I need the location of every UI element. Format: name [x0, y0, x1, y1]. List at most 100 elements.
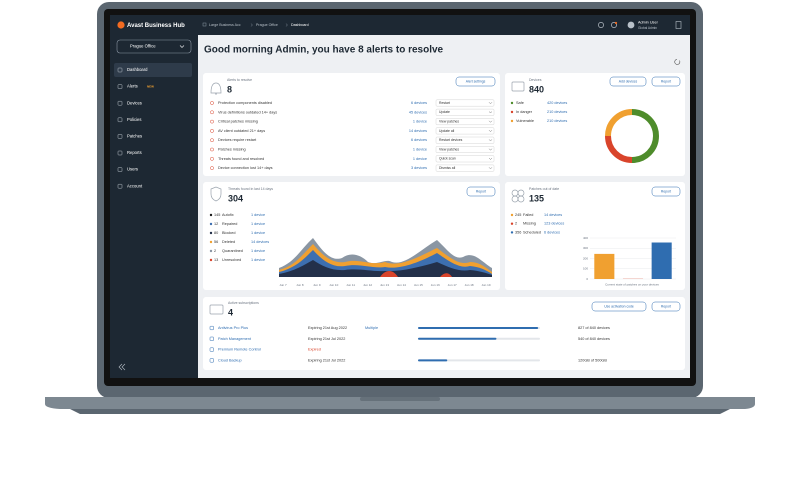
avatar[interactable] [627, 21, 635, 29]
settings-icon[interactable] [598, 22, 604, 28]
breadcrumb[interactable]: Prague Office [256, 23, 278, 27]
legend-link[interactable]: 14 devices [251, 240, 269, 244]
report-button[interactable] [651, 186, 681, 197]
alerts-count: 8 [227, 84, 232, 94]
site-selector[interactable] [116, 39, 192, 54]
add-devices-button[interactable] [609, 76, 647, 87]
nav-icon [117, 134, 123, 139]
alert-icon [210, 147, 214, 152]
legend-name: Safe [516, 101, 524, 105]
laptop-base [45, 397, 755, 409]
subscriptions-card [203, 297, 685, 370]
report-button[interactable] [651, 301, 681, 312]
action-label: Quick scan [439, 157, 456, 161]
nav-icon [117, 167, 123, 172]
alert-devices[interactable]: 1 device [413, 157, 427, 161]
breadcrumb-separator [285, 23, 288, 27]
y-tick-label: 200 [583, 256, 588, 260]
legend-count[interactable]: 210 devices [547, 119, 567, 123]
product-icon [209, 336, 214, 341]
nav-item[interactable]: Devices [127, 100, 142, 105]
action-dropdown[interactable] [435, 108, 495, 116]
alert-devices[interactable]: 1 device [413, 120, 427, 124]
legend-dot [510, 110, 514, 114]
action-dropdown[interactable] [435, 155, 495, 163]
shield-icon [210, 186, 222, 202]
legend-count: 80 [214, 231, 218, 235]
legend-dot [209, 213, 213, 217]
action-label: View patches [439, 119, 459, 123]
product-name[interactable]: Patch Management [218, 337, 252, 341]
alert-devices[interactable]: 45 devices [409, 110, 427, 114]
action-dropdown[interactable] [435, 164, 495, 172]
button-label: Report [661, 79, 671, 83]
nav-item[interactable]: Users [127, 167, 138, 172]
legend-count[interactable]: 210 devices [547, 110, 567, 114]
legend-name: Deleted [222, 240, 235, 244]
legend-name: Autofix [222, 213, 234, 217]
nav-icon [117, 100, 123, 106]
usage-bar [418, 337, 497, 340]
legend-link[interactable]: 6 devices [544, 230, 560, 234]
expiry-extra[interactable]: Multiple [365, 326, 378, 330]
nav-item[interactable]: Dashboard [127, 67, 148, 72]
report-button[interactable] [651, 76, 681, 87]
legend-name: Vulnerable [516, 119, 534, 123]
legend-dot [510, 222, 514, 225]
action-dropdown[interactable] [435, 146, 495, 153]
collapse-icon[interactable] [118, 363, 126, 371]
product-name[interactable]: Antivirus Pro Plus [218, 326, 248, 330]
activation-code-button[interactable] [591, 301, 647, 312]
product-name[interactable]: Premium Remote Control [218, 348, 261, 352]
y-tick-label: 300 [583, 246, 588, 250]
alert-devices[interactable]: 6 devices [411, 138, 427, 142]
legend-dot [209, 222, 213, 226]
legend-count: 56 [214, 240, 218, 244]
nav-item[interactable]: Policies [127, 117, 141, 122]
notifications-icon[interactable] [611, 22, 617, 28]
legend-link[interactable]: 1 device [251, 258, 265, 262]
chevron [488, 129, 493, 132]
sidebar [110, 35, 198, 378]
alert-icon [210, 166, 214, 170]
action-dropdown[interactable] [435, 99, 495, 107]
legend-dot [510, 213, 514, 217]
alert-name: AV client outdated 21+ days [218, 129, 265, 133]
action-dropdown[interactable] [435, 118, 495, 126]
donut-segment [631, 109, 659, 163]
alert-settings-button[interactable] [455, 76, 496, 87]
legend-link[interactable]: 14 devices [544, 213, 562, 217]
nav-item[interactable]: Account [127, 183, 143, 188]
nav-item[interactable]: Alerts [127, 84, 138, 89]
report-button[interactable] [466, 186, 496, 197]
devices-count: 840 [529, 84, 544, 94]
legend-link[interactable]: 1 device [251, 213, 265, 217]
breadcrumb[interactable]: Large Business Acc [209, 23, 241, 27]
button-label: Report [661, 304, 671, 308]
x-tick-label: Jun 9 [313, 283, 321, 287]
action-dropdown[interactable] [435, 127, 495, 135]
action-dropdown[interactable] [435, 136, 495, 144]
alert-devices[interactable]: 1 device [413, 148, 427, 152]
product-name[interactable]: Cloud Backup [218, 358, 242, 362]
alert-devices[interactable]: 6 devices [411, 101, 427, 105]
alert-devices[interactable]: 3 devices [411, 166, 427, 170]
y-tick-label: 0 [586, 277, 588, 281]
refresh-icon[interactable] [674, 59, 681, 65]
legend-count[interactable]: 420 devices [547, 101, 567, 105]
alert-name: Protection components disabled [218, 101, 272, 105]
legend-dot [209, 231, 213, 235]
top-bar [110, 15, 690, 35]
apps-icon[interactable] [675, 21, 682, 29]
legend-link[interactable]: 123 devices [544, 222, 564, 226]
nav-item[interactable]: Reports [127, 150, 142, 155]
card-icon [209, 304, 224, 315]
legend-link[interactable]: 1 device [251, 249, 265, 253]
alert-devices[interactable]: 14 devices [409, 129, 427, 133]
legend-link[interactable]: 1 device [251, 222, 265, 226]
nav-icon [117, 150, 123, 156]
legend-link[interactable]: 1 device [251, 231, 265, 235]
nav-item[interactable]: Patches [127, 134, 142, 139]
